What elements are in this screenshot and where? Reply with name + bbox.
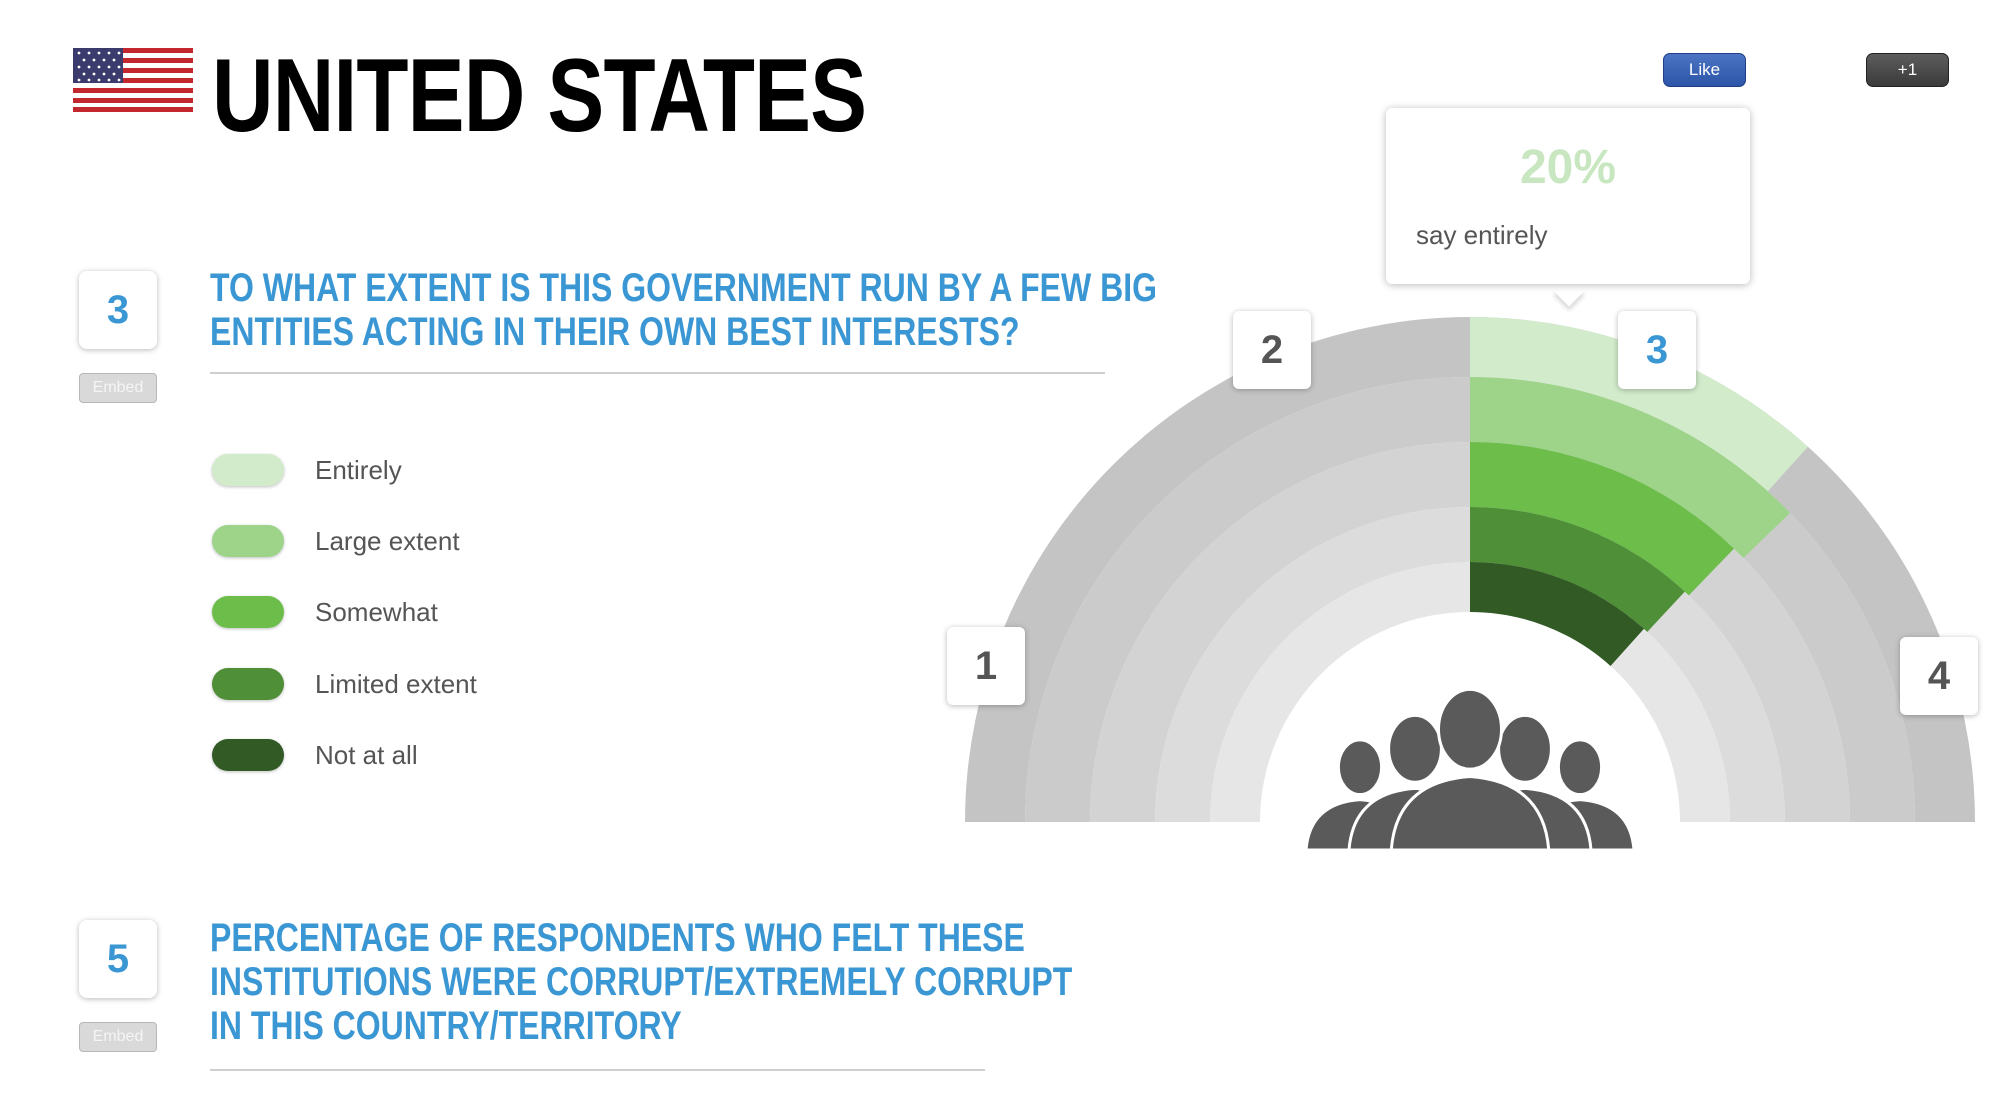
chart-bar-somewhat [1470,442,1734,596]
legend-label: Large extent [315,526,460,556]
like-button[interactable]: Like [1663,53,1746,87]
divider [210,1069,985,1071]
people-group-icon [1304,687,1636,850]
divider [210,372,1105,374]
tooltip-percent: 20% [1519,141,1617,194]
person-head [1556,738,1604,797]
tooltip-text: say entirely [1416,220,1548,250]
chart-bar-entirely [1470,317,1808,492]
question-number-badge: 5 [79,920,157,998]
person-head [1437,687,1503,771]
tooltip: 20% say entirely [1386,108,1750,284]
segment-label-2[interactable]: 2 [1233,311,1311,389]
question-title-line: ENTITIES ACTING IN THEIR OWN BEST INTERE… [210,310,1020,354]
us-flag-icon [73,48,193,112]
question-title: TO WHAT EXTENT IS THIS GOVERNMENT RUN BY… [210,266,1157,354]
question-title: PERCENTAGE OF RESPONDENTS WHO FELT THESE… [210,916,1072,1048]
chart-bar-large-extent [1470,377,1791,559]
question-title-line: IN THIS COUNTRY/TERRITORY [210,1004,682,1048]
question-title-line: INSTITUTIONS WERE CORRUPT/EXTREMELY CORR… [210,960,1073,1004]
segment-label-4[interactable]: 4 [1900,637,1978,715]
plus-one-button[interactable]: +1 [1866,53,1949,87]
person-head [1336,738,1384,797]
question-title-line: PERCENTAGE OF RESPONDENTS WHO FELT THESE [210,916,1025,960]
embed-button[interactable]: Embed [79,373,157,403]
question-number-badge: 3 [79,271,157,349]
page-title: UNITED STATES [212,38,867,154]
legend-swatch [212,454,284,486]
question-title-line: TO WHAT EXTENT IS THIS GOVERNMENT RUN BY… [210,266,1157,310]
legend-label: Not at all [315,740,418,770]
legend-swatch [212,525,284,557]
legend-swatch [212,668,284,700]
legend-swatch [212,596,284,628]
person-body [1389,774,1551,850]
legend-label: Limited extent [315,669,477,699]
legend-label: Entirely [315,455,402,485]
embed-button[interactable]: Embed [79,1022,157,1052]
segment-label-3[interactable]: 3 [1618,311,1696,389]
chart-bar-not-at-all [1470,562,1644,666]
radial-chart [965,317,1975,850]
segment-label-1[interactable]: 1 [947,627,1025,705]
chart-bar-limited-extent [1470,507,1685,632]
legend-label: Somewhat [315,597,438,627]
person-head [1387,713,1443,784]
person-head [1497,713,1553,784]
legend-swatch [212,739,284,771]
